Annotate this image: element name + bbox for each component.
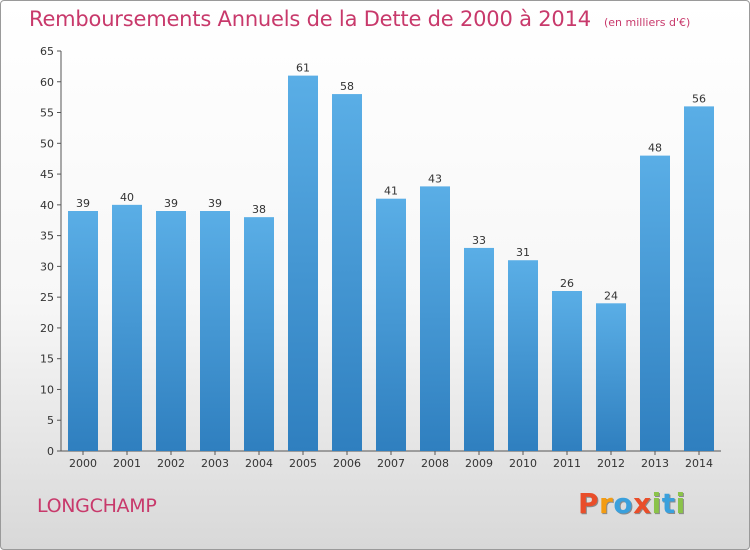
- x-tick-label-2000: 2000: [69, 457, 97, 470]
- bars: [68, 75, 714, 452]
- x-tick-label-2005: 2005: [289, 457, 317, 470]
- value-label-2009: 33: [472, 234, 486, 247]
- y-tick-label: 20: [40, 322, 54, 335]
- x-tick-label-2001: 2001: [113, 457, 141, 470]
- x-tick-label-2002: 2002: [157, 457, 185, 470]
- bar-2010: [508, 260, 538, 451]
- logo-letter: t: [661, 487, 676, 520]
- y-tick-label: 65: [40, 45, 54, 58]
- logo-letter: r: [599, 487, 614, 520]
- y-tick-label: 45: [40, 168, 54, 181]
- value-label-2001: 40: [120, 191, 134, 204]
- bar-2009: [464, 247, 494, 451]
- value-label-2006: 58: [340, 80, 354, 93]
- bar-2001: [112, 204, 142, 451]
- y-tick-label: 40: [40, 199, 54, 212]
- x-tick-label-2006: 2006: [333, 457, 361, 470]
- bar-2011: [552, 291, 582, 451]
- bar-2006: [332, 94, 362, 452]
- x-tick-label-2014: 2014: [685, 457, 713, 470]
- x-tick-label-2007: 2007: [377, 457, 405, 470]
- bar-2014: [684, 106, 714, 451]
- x-tick-label-2011: 2011: [553, 457, 581, 470]
- y-tick-label: 5: [47, 414, 54, 427]
- logo-letter: P: [578, 487, 600, 520]
- y-tick-label: 35: [40, 230, 54, 243]
- x-tick-label-2012: 2012: [597, 457, 625, 470]
- x-tick-label-2003: 2003: [201, 457, 229, 470]
- value-label-2013: 48: [648, 142, 662, 155]
- bar-2012: [596, 303, 626, 451]
- bar-2007: [376, 198, 406, 451]
- y-tick-label: 0: [47, 445, 54, 458]
- x-tick-label-2008: 2008: [421, 457, 449, 470]
- x-tick-label-2009: 2009: [465, 457, 493, 470]
- y-tick-label: 55: [40, 107, 54, 120]
- chart-title: Remboursements Annuels de la Dette de 20…: [29, 7, 591, 31]
- bar-2008: [420, 186, 450, 451]
- value-label-2003: 39: [208, 197, 222, 210]
- logo-letter: i: [651, 487, 662, 520]
- bar-2005: [288, 75, 318, 451]
- bar-2004: [244, 217, 274, 451]
- y-tick-label: 60: [40, 76, 54, 89]
- chart-title-block: Remboursements Annuels de la Dette de 20…: [29, 7, 690, 31]
- x-tick-label-2004: 2004: [245, 457, 273, 470]
- bar-2013: [640, 155, 670, 451]
- value-label-2010: 31: [516, 246, 530, 259]
- x-tick-label-2010: 2010: [509, 457, 537, 470]
- town-name: LONGCHAMP: [37, 495, 157, 517]
- y-tick-label: 50: [40, 137, 54, 150]
- y-tick-label: 25: [40, 291, 54, 304]
- bar-2002: [156, 211, 186, 451]
- value-label-2005: 61: [296, 62, 310, 75]
- value-label-2011: 26: [560, 277, 574, 290]
- value-label-2012: 24: [604, 289, 618, 302]
- axes: 0 5 10 15 20 25 30 35 40 45 50 55 60 65: [40, 45, 721, 458]
- chart-subtitle: (en milliers d'€): [604, 16, 691, 29]
- bar-2000: [68, 211, 98, 451]
- value-label-2014: 56: [692, 92, 706, 105]
- value-label-2002: 39: [164, 197, 178, 210]
- bar-2003: [200, 211, 230, 451]
- logo-letter: x: [633, 487, 652, 520]
- labels: 39 2000 40 2001 39 2002 39 2003 38 2004 61 2005 58 20…: [69, 62, 713, 470]
- value-label-2008: 43: [428, 172, 442, 185]
- value-label-2007: 41: [384, 185, 398, 198]
- logo-letter: i: [675, 487, 686, 520]
- value-label-2004: 38: [252, 203, 266, 216]
- y-tick-label: 30: [40, 260, 54, 273]
- proxiti-logo: Proxiti: [578, 487, 686, 520]
- logo-letter: o: [613, 487, 634, 520]
- x-tick-label-2013: 2013: [641, 457, 669, 470]
- value-label-2000: 39: [76, 197, 90, 210]
- y-tick-label: 10: [40, 383, 54, 396]
- y-tick-label: 15: [40, 353, 54, 366]
